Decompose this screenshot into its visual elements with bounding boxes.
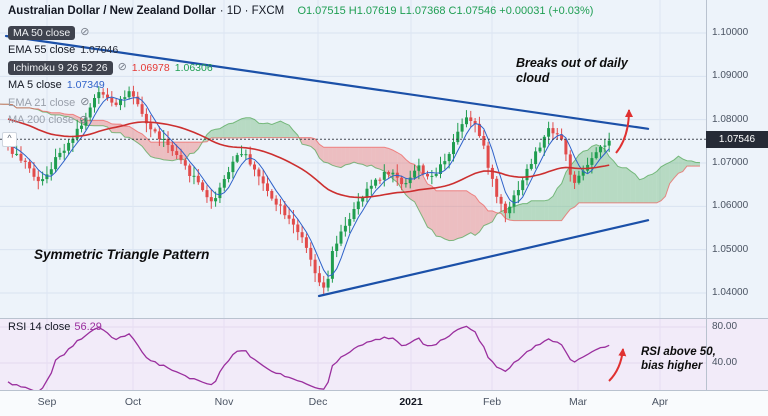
axis-separator [0,390,768,391]
annotation-triangle[interactable]: Symmetric Triangle Pattern [34,247,210,262]
eye-off-icon[interactable]: ⊘ [80,26,90,39]
ohlc-values: O1.07515 H1.07619 L1.07368 C1.07546 +0.0… [297,5,594,17]
legend-collapse-icon[interactable]: ^ [2,132,17,147]
panel-separator[interactable] [0,318,768,319]
rsi-indicator-value: 56.29 [74,321,102,333]
triangle-trendlines[interactable] [4,34,650,298]
price-axis-separator [706,0,707,390]
price-axis-label: 1.09000 [712,70,749,81]
symbol-title[interactable]: Australian Dollar / New Zealand Dollar [8,5,216,17]
price-axis-label: 1.06000 [712,200,749,211]
price-axis-label: 1.05000 [712,244,749,255]
price-axis-label: 1.07000 [712,157,749,168]
legend-item[interactable]: EMA 55 close 1.07046 [8,42,213,60]
ichimoku-cloud [0,103,701,242]
indicator-label: EMA 21 close [8,96,76,109]
annotation-arrows[interactable] [608,109,633,382]
rsi-axis-label: 40.00 [712,357,738,368]
annotation-breakout[interactable]: Breaks out of daily cloud [516,56,628,86]
annotation-rsi-line2: bias higher [641,359,703,372]
indicator-label: Ichimoku 9 26 52 26 [8,60,113,75]
annotation-breakout-line1: Breaks out of daily [516,56,628,70]
time-axis-label: 2021 [399,396,423,408]
annotation-rsi[interactable]: RSI above 50, bias higher [641,346,716,373]
eye-off-icon[interactable]: ⊘ [79,113,89,126]
indicator-value: 1.06306 [174,61,213,74]
price-axis-label: 1.10000 [712,27,749,38]
annotation-breakout-line2: cloud [516,71,550,85]
price-axis-label: 1.04000 [712,287,749,298]
rsi-indicator-label: RSI 14 close [8,321,71,333]
time-axis-label: Apr [651,396,669,408]
legend-item[interactable]: MA 200 close ⊘ [8,112,213,130]
rsi-legend[interactable]: RSI 14 close 56.29 [8,321,102,333]
legend-item[interactable]: MA 5 close 1.07349 [8,77,213,95]
indicator-value: 1.07349 [66,79,105,92]
indicator-label: MA 200 close [8,114,75,127]
time-axis-label: Nov [214,396,234,408]
time-axis[interactable]: Sep Oct Nov Dec 2021 Feb Mar Apr [0,390,706,416]
indicator-value: 1.06978 [131,61,170,74]
indicator-legend: MA 50 close ⊘ EMA 55 close 1.07046 Ichimoku … [8,24,213,129]
indicator-value: 1.07046 [80,44,119,57]
indicator-label: MA 5 close [8,79,62,92]
rsi-axis-label: 80.00 [712,321,738,332]
last-price-badge: 1.07546 [706,131,768,148]
indicator-label: MA 50 close [8,25,76,40]
rsi-plot [7,325,610,390]
time-axis-label: Dec [308,396,328,408]
time-axis-label: Oct [124,396,142,408]
gridlines [0,0,706,390]
legend-item[interactable]: Ichimoku 9 26 52 26 ⊘ 1.06978 1.06306 [8,59,213,77]
rsi-panel-background [0,318,768,390]
time-axis-label: Mar [568,396,588,408]
ma-lines [7,96,610,277]
symbol-meta: · 1D · FXCM [219,5,285,17]
eye-off-icon[interactable]: ⊘ [117,61,127,74]
eye-off-icon[interactable]: ⊘ [80,96,90,109]
legend-item[interactable]: MA 50 close ⊘ [8,24,213,42]
price-axis-label: 1.08000 [712,114,749,125]
symbol-header: Australian Dollar / New Zealand Dollar · … [8,5,593,17]
annotation-rsi-line1: RSI above 50, [641,346,716,358]
legend-item[interactable]: EMA 21 close ⊘ [8,94,213,112]
time-axis-label: Feb [482,396,502,408]
indicator-label: EMA 55 close [8,44,76,57]
time-axis-background [0,390,768,416]
time-axis-label: Sep [37,396,57,408]
price-axis[interactable]: 80.00 40.00 1.10000 1.09000 1.08000 1.07000… [706,0,768,390]
